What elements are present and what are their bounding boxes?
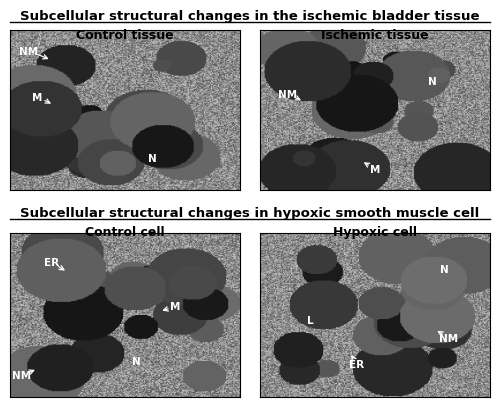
Text: M: M <box>370 164 380 174</box>
Text: NM: NM <box>12 371 31 380</box>
Text: ER: ER <box>44 258 59 267</box>
Text: Control cell: Control cell <box>85 226 165 239</box>
Text: N: N <box>428 77 437 87</box>
Text: Subcellular structural changes in hypoxic smooth muscle cell: Subcellular structural changes in hypoxi… <box>20 207 479 220</box>
Text: N: N <box>148 153 157 163</box>
Text: NM: NM <box>439 333 458 343</box>
Text: Hypoxic cell: Hypoxic cell <box>333 226 417 239</box>
Text: N: N <box>132 356 141 366</box>
Text: NM: NM <box>278 90 297 99</box>
Text: N: N <box>440 264 448 274</box>
Text: Ischemic tissue: Ischemic tissue <box>321 29 429 42</box>
Text: NM: NM <box>19 47 38 56</box>
Text: M: M <box>170 302 181 312</box>
Text: Subcellular structural changes in the ischemic bladder tissue: Subcellular structural changes in the is… <box>20 10 480 23</box>
Text: M: M <box>32 93 43 103</box>
Text: L: L <box>308 315 314 325</box>
Text: Control tissue: Control tissue <box>76 29 174 42</box>
Text: ER: ER <box>349 359 364 369</box>
